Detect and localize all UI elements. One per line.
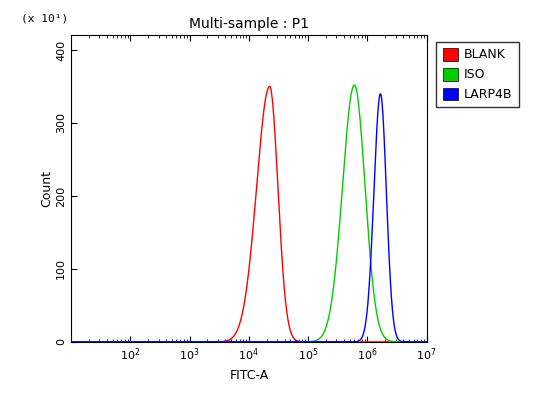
LARP4B [130, 340, 136, 344]
BLANK [266, 84, 273, 89]
BLANK [423, 340, 430, 344]
LARP4B [416, 340, 423, 344]
BLANK [416, 340, 423, 344]
ISO [204, 340, 211, 344]
BLANK [378, 340, 385, 344]
Line: BLANK: BLANK [71, 86, 427, 342]
Text: (x 10¹): (x 10¹) [21, 13, 68, 23]
ISO [68, 340, 74, 344]
ISO [416, 340, 423, 344]
ISO [423, 340, 430, 344]
BLANK [204, 340, 211, 344]
Line: ISO: ISO [71, 85, 427, 342]
Line: LARP4B: LARP4B [71, 94, 427, 342]
X-axis label: FITC-A: FITC-A [229, 369, 269, 382]
BLANK [130, 340, 136, 344]
Legend: BLANK, ISO, LARP4B: BLANK, ISO, LARP4B [437, 42, 519, 108]
ISO [219, 340, 226, 344]
LARP4B [204, 340, 211, 344]
BLANK [68, 340, 74, 344]
Y-axis label: Count: Count [40, 170, 54, 207]
ISO [108, 340, 115, 344]
Title: Multi-sample : P1: Multi-sample : P1 [189, 17, 309, 31]
LARP4B [377, 92, 383, 96]
LARP4B [378, 95, 385, 100]
ISO [378, 329, 385, 334]
ISO [351, 83, 358, 87]
LARP4B [423, 340, 430, 344]
BLANK [108, 340, 115, 344]
LARP4B [219, 340, 226, 344]
BLANK [219, 339, 226, 344]
LARP4B [108, 340, 115, 344]
LARP4B [68, 340, 74, 344]
ISO [130, 340, 136, 344]
